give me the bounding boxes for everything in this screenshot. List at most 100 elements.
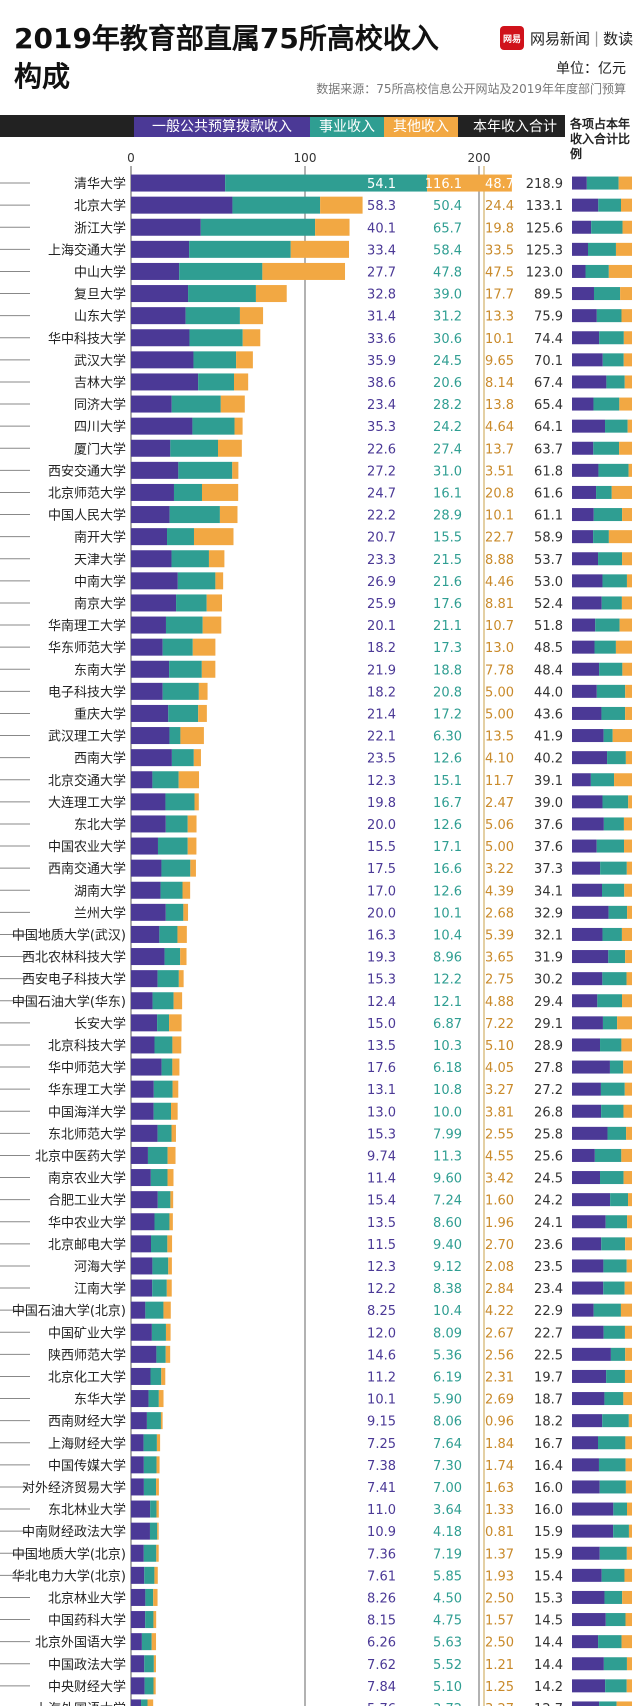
value-biz: 12.6: [433, 818, 462, 833]
row-name-label: 北京化工大学: [48, 1369, 126, 1385]
value-total: 41.9: [534, 730, 563, 745]
value-biz: 11.3: [433, 1149, 462, 1164]
bar-biz: [150, 1169, 168, 1187]
ratio-biz: [600, 861, 627, 875]
ratio-oth: [612, 729, 632, 743]
ratio-biz: [613, 1502, 628, 1516]
ratio-biz: [593, 287, 621, 301]
bar-oth: [202, 616, 222, 634]
ratio-oth: [621, 1038, 632, 1052]
value-oth: 3.27: [485, 1702, 514, 1706]
bar-gov: [131, 395, 172, 413]
ratio-oth: [614, 773, 632, 787]
value-total: 34.1: [534, 884, 563, 899]
ratio-oth: [625, 1458, 632, 1472]
bar-biz: [141, 1699, 148, 1706]
value-gov: 7.41: [367, 1481, 396, 1496]
row-name-label: 中国海洋大学: [48, 1104, 126, 1120]
value-total: 14.4: [534, 1658, 563, 1673]
ratio-oth: [624, 1082, 632, 1096]
value-gov: 11.5: [367, 1238, 396, 1253]
value-total: 14.5: [534, 1614, 563, 1629]
value-total: 23.4: [534, 1282, 563, 1297]
axis-tick-label: 200: [468, 151, 491, 165]
ratio-biz: [602, 1016, 618, 1030]
value-oth: 13.5: [485, 730, 514, 745]
value-oth: 33.5: [485, 243, 514, 258]
value-total: 25.8: [534, 1127, 563, 1142]
row-name-label: 上海财经大学: [48, 1436, 126, 1452]
row-name-label: 西安电子科技大学: [22, 972, 126, 988]
value-biz: 12.6: [433, 752, 462, 767]
ratio-oth: [621, 596, 632, 610]
bar-gov: [131, 1390, 149, 1408]
bar-biz: [159, 925, 178, 943]
ratio-biz: [598, 463, 629, 477]
value-gov: 20.7: [367, 531, 396, 546]
value-gov: 35.3: [367, 420, 396, 435]
source-note: 数据来源：75所高校信息公开网站及2019年年度部门预算: [316, 82, 626, 96]
value-biz: 8.60: [433, 1216, 462, 1231]
value-biz: 10.0: [433, 1105, 462, 1120]
row-name-label: 上海交通大学: [48, 242, 126, 258]
header-oth: 其他收入: [384, 117, 458, 137]
ratio-gov: [572, 1104, 602, 1118]
value-gov: 33.6: [367, 332, 396, 347]
value-biz: 17.3: [433, 641, 462, 656]
bar-oth: [215, 572, 224, 590]
ratio-biz: [596, 839, 625, 853]
value-biz: 7.19: [433, 1547, 462, 1562]
value-gov: 15.3: [367, 973, 396, 988]
ratio-biz: [605, 1613, 626, 1627]
bar-biz: [171, 395, 221, 413]
value-total: 133.1: [526, 199, 563, 214]
row-name-label: 北京邮电大学: [48, 1237, 126, 1253]
value-oth: 5.10: [485, 1039, 514, 1054]
row-name-label: 中国政法大学: [48, 1657, 126, 1673]
bar-biz: [198, 373, 235, 391]
bar-biz: [189, 329, 243, 347]
ratio-oth: [623, 331, 632, 345]
value-gov: 16.3: [367, 928, 396, 943]
bar-biz: [157, 1014, 170, 1032]
bar-oth: [193, 528, 234, 546]
ratio-gov: [572, 1679, 606, 1693]
bar-oth: [187, 815, 197, 833]
value-oth: 3.65: [485, 951, 514, 966]
value-total: 61.1: [534, 509, 563, 524]
value-oth: 5.06: [485, 818, 514, 833]
value-gov: 17.0: [367, 884, 396, 899]
value-oth: 4.46: [485, 575, 514, 590]
value-gov: 32.8: [367, 288, 396, 303]
ratio-biz: [604, 1590, 623, 1604]
ratio-oth: [611, 485, 632, 499]
ratio-biz: [599, 331, 624, 345]
value-biz: 4.18: [433, 1525, 462, 1540]
bar-gov: [131, 815, 166, 833]
ratio-biz: [595, 618, 620, 632]
bar-gov: [131, 948, 165, 966]
ratio-oth: [624, 1568, 632, 1582]
ratio-biz: [603, 1325, 625, 1339]
ratio-gov: [572, 1458, 599, 1472]
ratio-gov: [572, 331, 600, 345]
bar-oth: [156, 1500, 159, 1518]
ratio-oth: [626, 861, 632, 875]
value-total: 22.7: [534, 1326, 563, 1341]
ratio-biz: [596, 485, 612, 499]
row-name-label: 北京中医药大学: [35, 1148, 126, 1164]
value-total: 24.2: [534, 1194, 563, 1209]
bar-oth: [206, 594, 223, 612]
ratio-biz: [599, 1546, 627, 1560]
bar-gov: [131, 704, 169, 722]
ratio-gov: [572, 839, 597, 853]
bar-oth: [290, 240, 350, 258]
ratio-biz: [600, 1082, 625, 1096]
value-biz: 5.10: [433, 1680, 462, 1695]
ratio-oth: [626, 1657, 632, 1671]
row-name-label: 东华大学: [74, 1392, 126, 1408]
value-gov: 12.3: [367, 774, 396, 789]
value-oth: 2.08: [485, 1260, 514, 1275]
axis-tick-label: 100: [294, 151, 317, 165]
row-name-label: 吉林大学: [74, 375, 126, 391]
